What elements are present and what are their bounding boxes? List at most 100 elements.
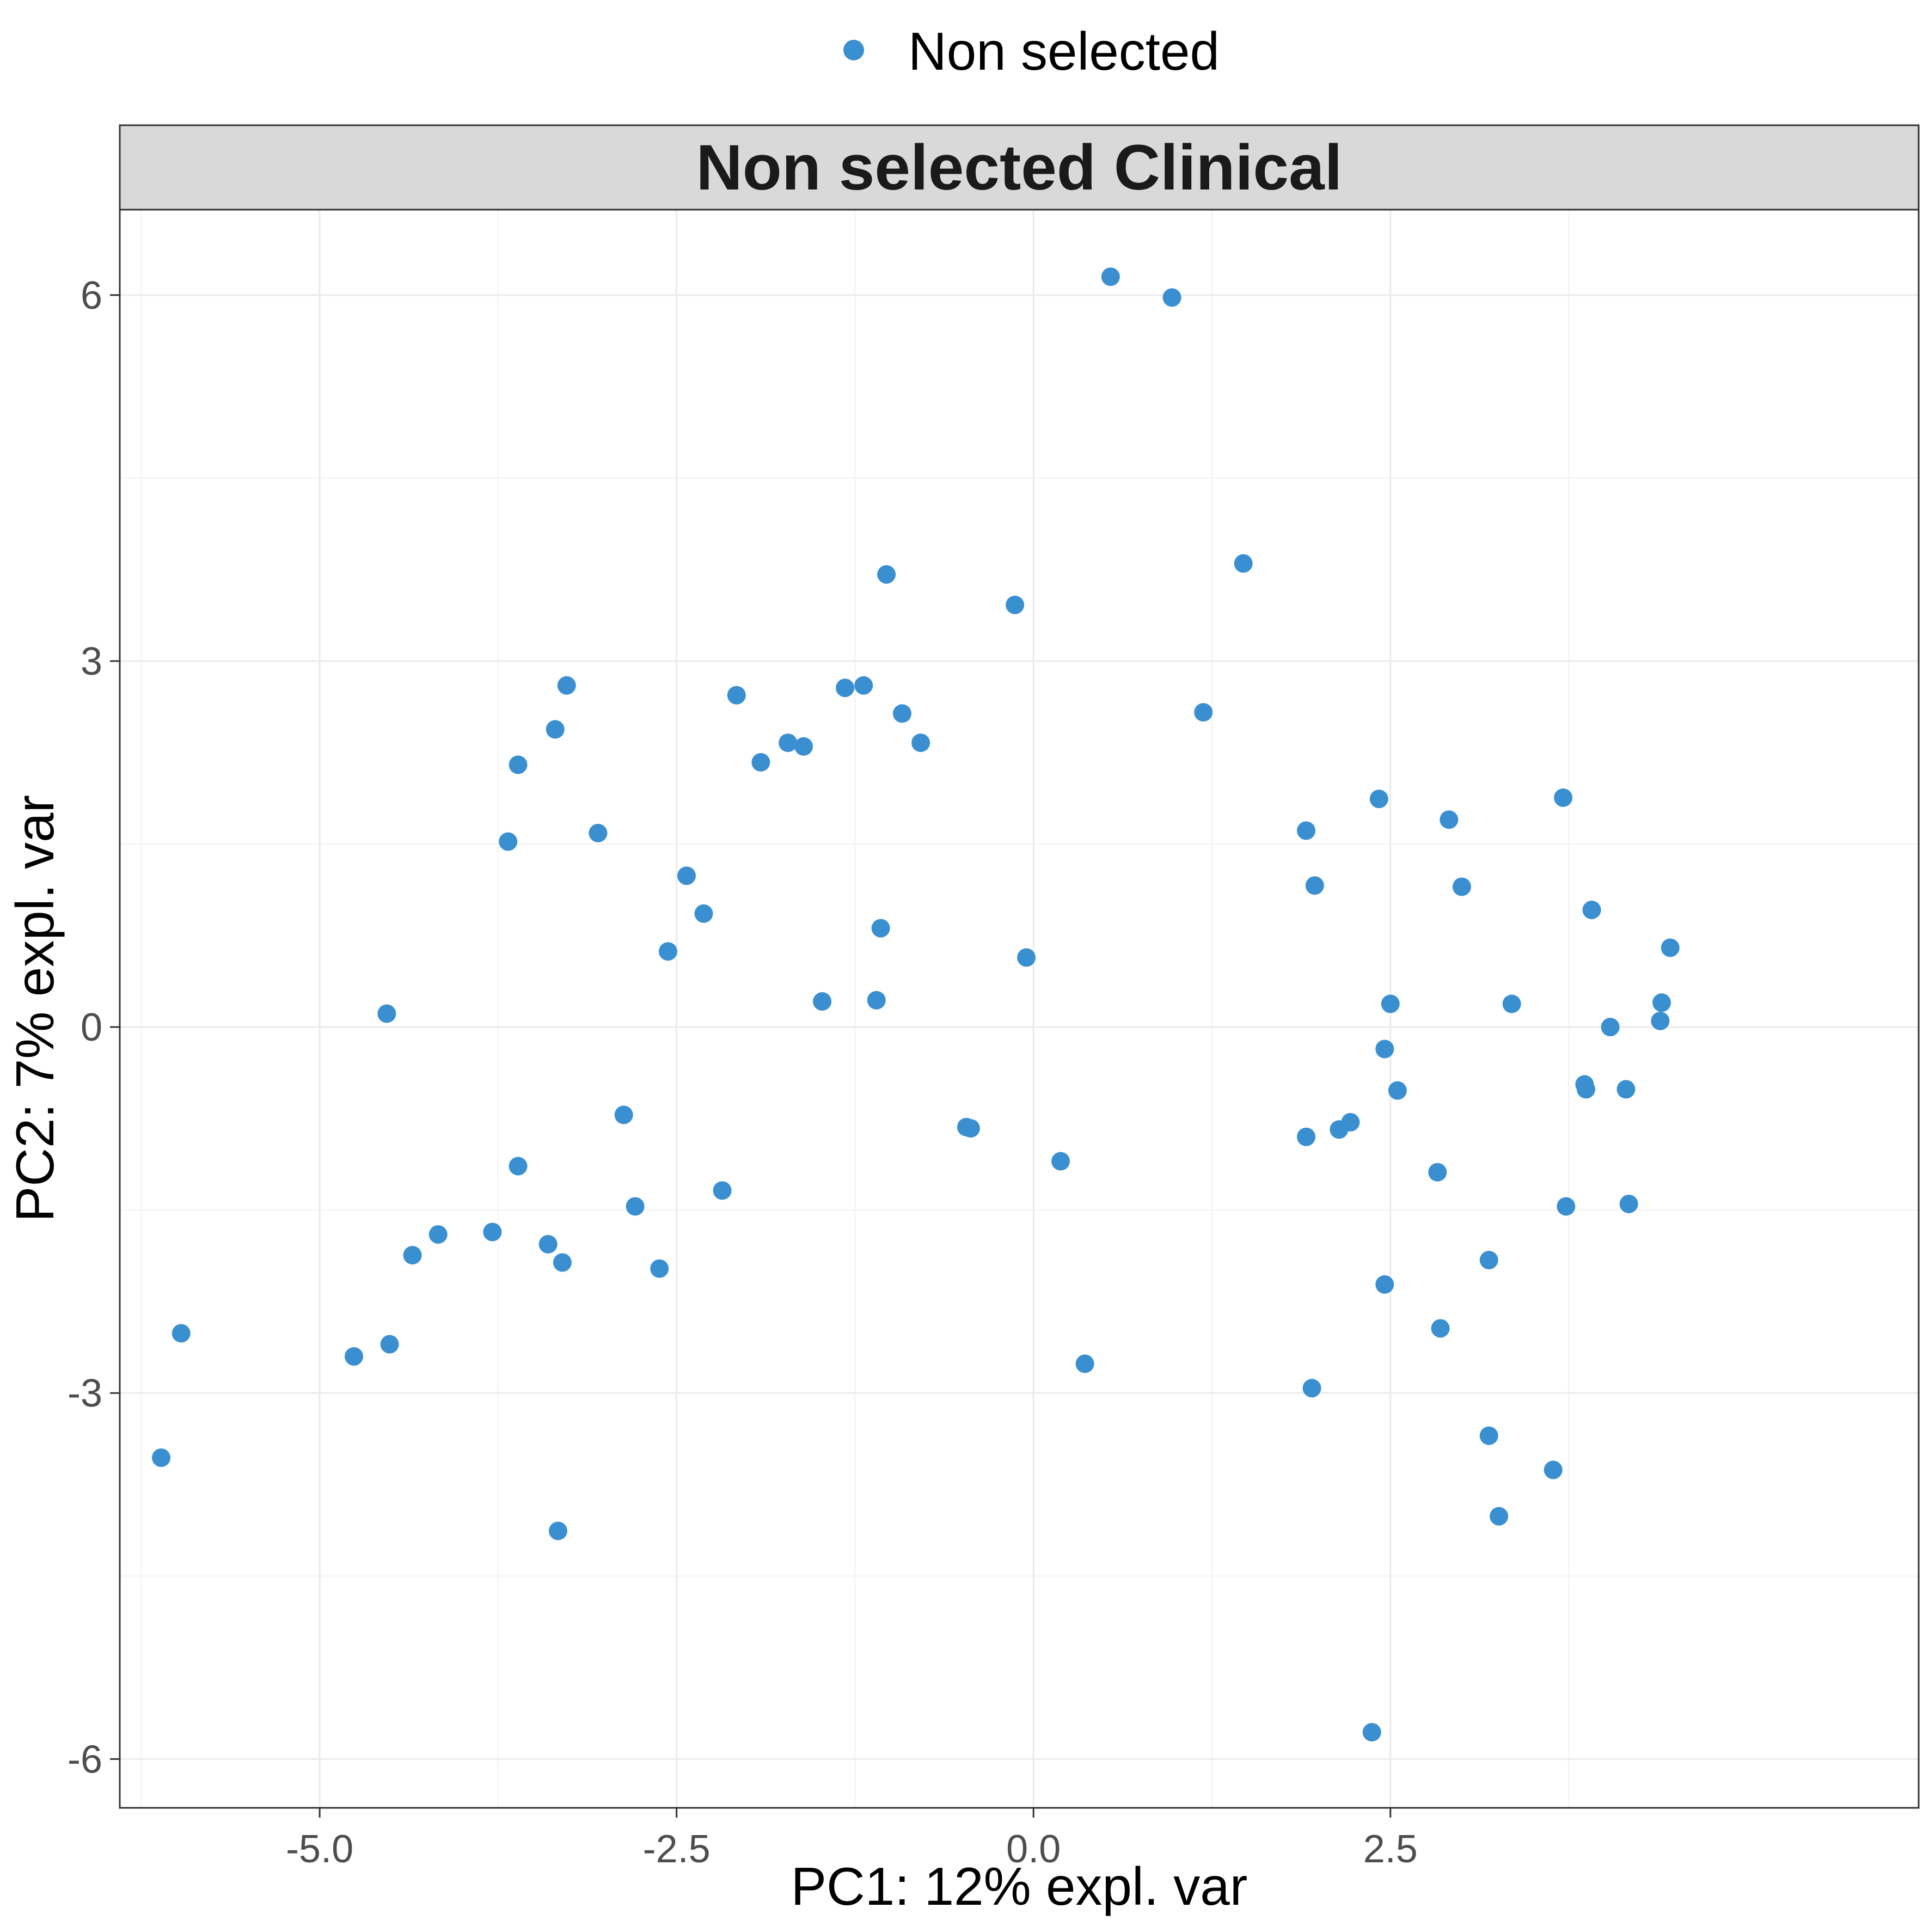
data-point [1601, 1018, 1620, 1037]
y-axis-title: PC2: 7% expl. var [5, 795, 65, 1222]
data-point [626, 1197, 645, 1216]
data-point [1305, 876, 1324, 895]
y-tick-label: 0 [81, 1006, 102, 1049]
data-point [557, 676, 576, 695]
y-tick-label: -3 [68, 1372, 102, 1415]
data-point [1577, 1080, 1596, 1099]
legend-key-non-selected [843, 40, 864, 60]
facet-strip-background [119, 124, 1920, 211]
data-point [172, 1324, 191, 1343]
x-tick-label: 2.5 [1363, 1827, 1418, 1871]
data-point [867, 991, 886, 1010]
data-point [813, 992, 832, 1011]
data-point [677, 866, 696, 885]
data-point [1017, 948, 1036, 967]
data-point [871, 919, 890, 938]
data-point [538, 1234, 558, 1254]
data-point [1375, 1275, 1394, 1294]
data-point [1428, 1163, 1447, 1182]
data-point [1375, 1040, 1394, 1059]
plot-panel [119, 209, 1920, 1809]
data-point [1194, 703, 1213, 722]
data-point [1302, 1379, 1321, 1398]
data-point [546, 720, 565, 739]
data-point [794, 737, 813, 756]
data-point [1557, 1197, 1576, 1216]
data-point [1297, 1127, 1316, 1146]
legend-label-non-selected: Non selected [908, 21, 1220, 81]
data-point [877, 565, 896, 584]
data-point [1101, 267, 1120, 286]
data-point [1652, 993, 1671, 1012]
data-point [483, 1222, 502, 1242]
data-point [1490, 1507, 1509, 1526]
data-point [1502, 994, 1521, 1013]
data-point [509, 1157, 528, 1176]
data-point [650, 1259, 669, 1278]
data-point [1651, 1011, 1670, 1030]
data-point [727, 686, 746, 705]
data-point [403, 1246, 422, 1265]
data-point [1616, 1080, 1636, 1099]
x-tick-label: -5.0 [286, 1827, 353, 1871]
x-axis-title: PC1: 12% expl. var [791, 1856, 1248, 1916]
data-point [1479, 1426, 1498, 1445]
data-point [892, 704, 911, 723]
y-tick-label: 6 [81, 274, 102, 317]
plot-panel-background [120, 210, 1919, 1808]
data-point [553, 1253, 572, 1272]
data-point [1051, 1152, 1070, 1171]
y-axis: -6 -3 0 3 6 [68, 274, 120, 1781]
data-point [1431, 1319, 1450, 1338]
data-point [499, 832, 518, 851]
data-point [1006, 595, 1025, 614]
data-point [614, 1105, 633, 1124]
data-points [152, 267, 1680, 1742]
x-tick-label: -2.5 [643, 1827, 711, 1871]
data-point [380, 1335, 399, 1354]
data-point [1388, 1081, 1407, 1100]
data-point [1075, 1354, 1094, 1373]
data-point [1381, 994, 1400, 1013]
gridlines [120, 210, 1919, 1808]
data-point [1582, 901, 1601, 920]
y-tick-label: 3 [81, 640, 102, 683]
data-point [1362, 1723, 1381, 1742]
data-point [428, 1225, 448, 1244]
x-axis: -5.0 -2.5 0.0 2.5 [286, 1808, 1418, 1871]
data-point [509, 755, 528, 774]
data-point [1162, 288, 1181, 307]
data-point [854, 676, 873, 695]
data-point [961, 1119, 980, 1138]
data-point [549, 1521, 568, 1540]
data-point [589, 823, 608, 842]
y-tick-label: -6 [68, 1738, 102, 1781]
facet-strip: Non selected Clinical [119, 124, 1920, 211]
data-point [1330, 1120, 1349, 1139]
data-point [1479, 1251, 1498, 1270]
data-point [1544, 1460, 1563, 1479]
data-point [377, 1004, 396, 1023]
data-point [713, 1181, 732, 1200]
data-point [345, 1347, 364, 1366]
data-point [1369, 790, 1388, 809]
plot-panel-border [119, 209, 1920, 1809]
data-point [1297, 821, 1316, 840]
data-point [1440, 810, 1459, 829]
data-point [836, 678, 855, 698]
data-point [152, 1448, 171, 1467]
data-point [779, 733, 798, 753]
data-point [1452, 877, 1471, 896]
data-point [694, 904, 713, 923]
data-point [751, 753, 770, 772]
data-point [1234, 554, 1253, 573]
data-point [1554, 788, 1573, 807]
data-point [911, 733, 930, 753]
data-point [1661, 938, 1680, 957]
data-point [1619, 1194, 1638, 1213]
chart-title: Non selected Clinical [696, 132, 1343, 204]
legend: Non selected [843, 21, 1220, 81]
x-tick-label: 0.0 [1006, 1827, 1061, 1871]
